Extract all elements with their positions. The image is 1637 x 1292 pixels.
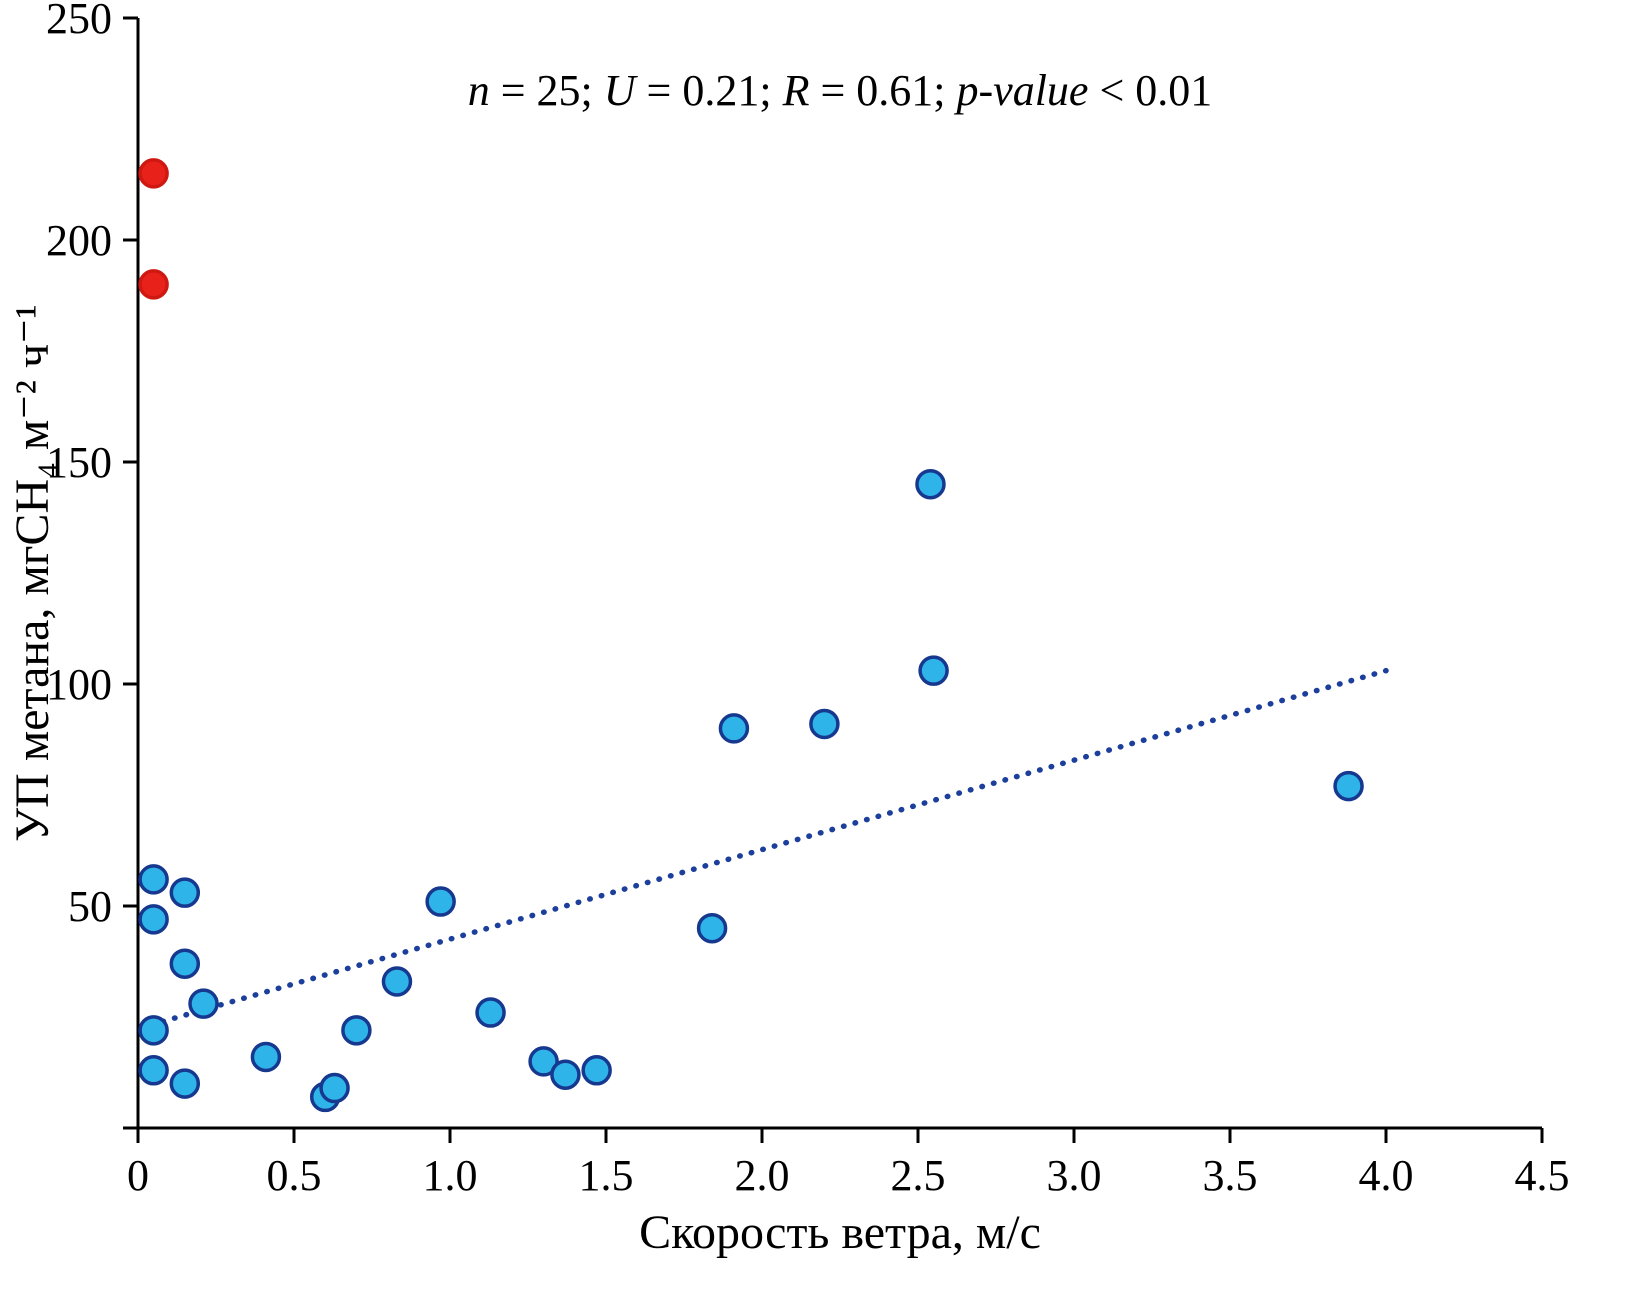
x-tick-label: 2.5: [891, 1151, 946, 1200]
measurements-point: [809, 708, 840, 740]
x-tick-label: 3.0: [1047, 1151, 1102, 1200]
measurements-point: [341, 1015, 372, 1046]
measurements-point: [169, 1068, 201, 1099]
measurements-point: [696, 912, 728, 944]
measurements-point: [918, 655, 949, 686]
measurements-point: [138, 1055, 169, 1086]
outliers-point: [138, 269, 169, 300]
stats-annotation: n = 25; U = 0.21; R = 0.61; p-value < 0.…: [468, 66, 1213, 115]
axis-spines: [136, 18, 1542, 1130]
y-tick-label: 100: [46, 660, 112, 709]
x-axis-title: Скорость ветра, м/с: [639, 1206, 1041, 1259]
y-axis-title: УП метана, мгCH₄ м⁻² ч⁻¹: [6, 304, 59, 842]
measurements-point: [250, 1041, 282, 1073]
x-tick-label: 3.5: [1203, 1151, 1258, 1200]
measurements-point: [718, 713, 750, 744]
measurements-point: [138, 864, 169, 895]
x-tick-label: 1.0: [423, 1151, 478, 1200]
measurements-point: [319, 1072, 350, 1104]
measurements-point: [581, 1055, 612, 1086]
y-tick-label: 50: [68, 882, 112, 931]
x-tick-label: 0.5: [267, 1151, 322, 1200]
measurements-point: [475, 997, 506, 1028]
measurements-point: [550, 1059, 581, 1090]
x-tick-label: 4.5: [1515, 1151, 1570, 1200]
trend-line: [160, 667, 1389, 1025]
axes-layer: 0 0.5 1.0 1.5 2.0 2.5 3.0 3.5 4.0 4.5 50 100 150 200 2…: [46, 0, 1570, 1200]
measurements-point: [1333, 770, 1364, 802]
measurements-point: [425, 886, 456, 917]
measurements-point: [169, 948, 201, 979]
y-tick-label: 250: [46, 0, 112, 43]
measurements-point: [381, 966, 413, 997]
data-points-layer: [138, 158, 1389, 1113]
measurements-point: [169, 877, 201, 908]
x-tick-label: 2.0: [735, 1151, 790, 1200]
x-tick-label: 1.5: [579, 1151, 634, 1200]
x-tick-label: 0: [127, 1151, 149, 1200]
measurements-point: [528, 1046, 559, 1077]
y-tick-label: 200: [46, 216, 112, 265]
outliers-point: [138, 158, 169, 189]
measurements-point: [138, 904, 169, 935]
measurements-point: [915, 468, 946, 500]
y-tick-label: 150: [46, 438, 112, 487]
measurements-point: [188, 988, 219, 1019]
measurements-point: [138, 1015, 169, 1046]
x-tick-label: 4.0: [1359, 1151, 1414, 1200]
